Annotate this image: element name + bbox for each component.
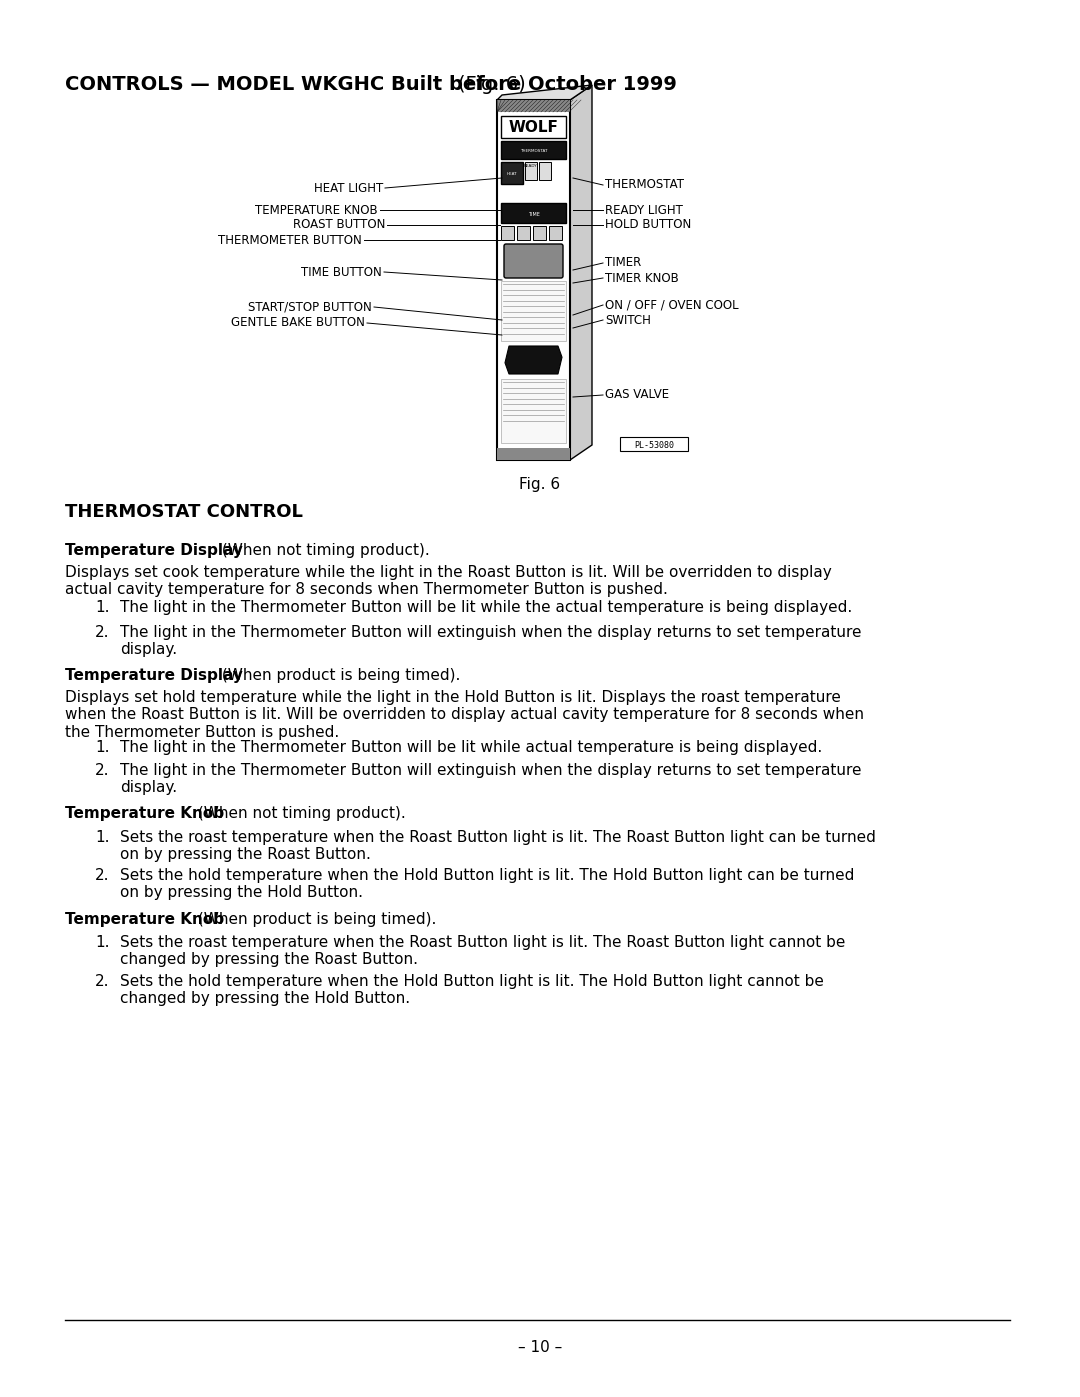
- Text: TIMER: TIMER: [605, 257, 642, 270]
- Polygon shape: [505, 346, 562, 374]
- Text: CONTROLS — MODEL WKGHC Built before October 1999: CONTROLS — MODEL WKGHC Built before Octo…: [65, 75, 684, 94]
- Text: TIME BUTTON: TIME BUTTON: [301, 265, 382, 278]
- FancyBboxPatch shape: [501, 226, 514, 240]
- Text: TIME: TIME: [527, 211, 539, 217]
- FancyBboxPatch shape: [501, 203, 566, 224]
- FancyBboxPatch shape: [539, 162, 551, 180]
- Text: (When product is being timed).: (When product is being timed).: [193, 912, 436, 928]
- Text: GENTLE BAKE BUTTON: GENTLE BAKE BUTTON: [231, 317, 365, 330]
- Text: The light in the Thermometer Button will extinguish when the display returns to : The light in the Thermometer Button will…: [120, 763, 862, 795]
- Text: The light in the Thermometer Button will extinguish when the display returns to : The light in the Thermometer Button will…: [120, 624, 862, 658]
- FancyBboxPatch shape: [497, 448, 570, 460]
- Text: The light in the Thermometer Button will be lit while actual temperature is bein: The light in the Thermometer Button will…: [120, 740, 822, 754]
- Text: 1.: 1.: [95, 740, 109, 754]
- FancyBboxPatch shape: [517, 226, 530, 240]
- Text: START/STOP BUTTON: START/STOP BUTTON: [248, 300, 372, 313]
- FancyBboxPatch shape: [497, 101, 570, 460]
- Text: GAS VALVE: GAS VALVE: [605, 388, 670, 401]
- Text: 2.: 2.: [95, 624, 109, 640]
- Polygon shape: [497, 85, 592, 101]
- Text: WOLF: WOLF: [509, 120, 558, 136]
- Text: TEMPERATURE KNOB: TEMPERATURE KNOB: [255, 204, 378, 217]
- Text: Temperature Knob: Temperature Knob: [65, 912, 225, 928]
- Text: The light in the Thermometer Button will be lit while the actual temperature is : The light in the Thermometer Button will…: [120, 599, 852, 615]
- Text: Sets the hold temperature when the Hold Button light is lit. The Hold Button lig: Sets the hold temperature when the Hold …: [120, 868, 854, 901]
- Text: (When not timing product).: (When not timing product).: [217, 543, 430, 557]
- Text: 1.: 1.: [95, 599, 109, 615]
- Text: 2.: 2.: [95, 974, 109, 989]
- Text: 1.: 1.: [95, 935, 109, 950]
- Text: Temperature Display: Temperature Display: [65, 668, 243, 683]
- Text: READY: READY: [524, 163, 538, 168]
- Text: 2.: 2.: [95, 868, 109, 883]
- Text: Displays set hold temperature while the light in the Hold Button is lit. Display: Displays set hold temperature while the …: [65, 690, 864, 740]
- Text: SWITCH: SWITCH: [605, 313, 651, 327]
- Text: THERMOSTAT: THERMOSTAT: [519, 149, 548, 154]
- Text: ROAST BUTTON: ROAST BUTTON: [293, 218, 384, 232]
- Text: (When product is being timed).: (When product is being timed).: [217, 668, 460, 683]
- Text: HOLD BUTTON: HOLD BUTTON: [605, 218, 691, 232]
- Text: Sets the roast temperature when the Roast Button light is lit. The Roast Button : Sets the roast temperature when the Roas…: [120, 935, 846, 967]
- FancyBboxPatch shape: [504, 244, 563, 278]
- Text: PL-53080: PL-53080: [634, 440, 674, 450]
- FancyBboxPatch shape: [501, 162, 523, 184]
- Text: THERMOMETER BUTTON: THERMOMETER BUTTON: [218, 233, 362, 246]
- Text: HEAT: HEAT: [507, 172, 517, 176]
- FancyBboxPatch shape: [549, 226, 562, 240]
- FancyBboxPatch shape: [525, 162, 537, 180]
- Polygon shape: [570, 85, 592, 460]
- Text: 1.: 1.: [95, 830, 109, 845]
- Text: READY LIGHT: READY LIGHT: [605, 204, 683, 217]
- Text: – 10 –: – 10 –: [518, 1340, 562, 1355]
- Text: TIMER KNOB: TIMER KNOB: [605, 271, 678, 285]
- Text: Sets the hold temperature when the Hold Button light is lit. The Hold Button lig: Sets the hold temperature when the Hold …: [120, 974, 824, 1006]
- FancyBboxPatch shape: [534, 226, 546, 240]
- Text: THERMOSTAT: THERMOSTAT: [605, 179, 684, 191]
- Text: (When not timing product).: (When not timing product).: [193, 806, 406, 821]
- FancyBboxPatch shape: [501, 141, 566, 159]
- Text: Fig. 6: Fig. 6: [519, 476, 561, 492]
- Text: Temperature Display: Temperature Display: [65, 543, 243, 557]
- FancyBboxPatch shape: [501, 116, 566, 138]
- FancyBboxPatch shape: [497, 101, 570, 112]
- FancyBboxPatch shape: [501, 379, 566, 443]
- Text: Temperature Knob: Temperature Knob: [65, 806, 225, 821]
- Text: Displays set cook temperature while the light in the Roast Button is lit. Will b: Displays set cook temperature while the …: [65, 564, 832, 598]
- Text: HEAT LIGHT: HEAT LIGHT: [314, 182, 383, 194]
- FancyBboxPatch shape: [501, 281, 566, 341]
- FancyBboxPatch shape: [620, 437, 688, 451]
- Text: Sets the roast temperature when the Roast Button light is lit. The Roast Button : Sets the roast temperature when the Roas…: [120, 830, 876, 862]
- Text: THERMOSTAT CONTROL: THERMOSTAT CONTROL: [65, 503, 302, 521]
- Text: 2.: 2.: [95, 763, 109, 778]
- Text: (Fig. 6): (Fig. 6): [458, 75, 526, 94]
- Text: ON / OFF / OVEN COOL: ON / OFF / OVEN COOL: [605, 299, 739, 312]
